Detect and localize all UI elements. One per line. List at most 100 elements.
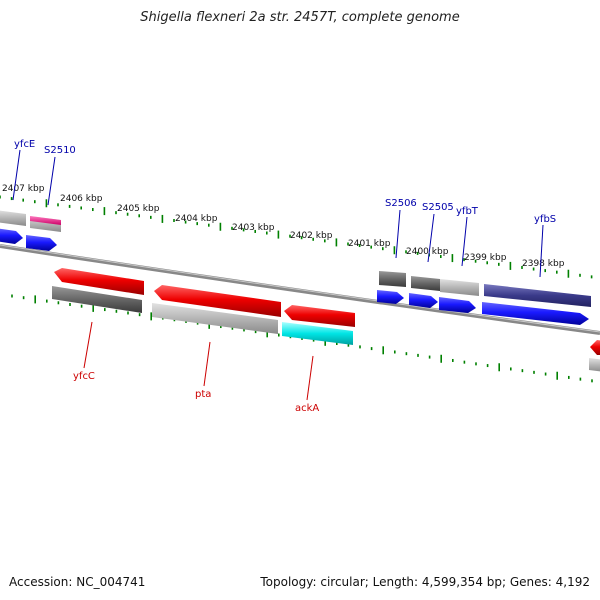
major-tick	[92, 303, 94, 312]
backbone	[0, 244, 600, 335]
accession-text: Accession: NC_004741	[9, 575, 146, 589]
major-tick	[393, 246, 396, 255]
minor-tick	[57, 203, 59, 207]
cds-arrow-reverse[interactable]	[590, 340, 600, 355]
minor-tick	[46, 299, 48, 303]
minor-tick	[231, 226, 233, 230]
minor-tick	[579, 377, 582, 381]
minor-tick	[463, 360, 466, 364]
minor-tick	[22, 296, 25, 300]
gene-ackA[interactable]	[282, 322, 353, 345]
cds-arrow[interactable]	[409, 293, 438, 308]
minor-tick	[115, 309, 118, 313]
minor-tick	[579, 273, 581, 277]
gene-label-yfcE: yfcE	[14, 139, 35, 150]
major-tick	[219, 222, 222, 231]
tick-label: 2403 kbp	[232, 223, 275, 233]
major-tick	[103, 207, 106, 216]
minor-tick	[266, 231, 268, 235]
major-tick	[324, 337, 326, 346]
tick-label: 2406 kbp	[60, 194, 103, 204]
gene-label-pta: pta	[195, 389, 211, 400]
upper-track-row2	[0, 228, 589, 325]
cds-arrow[interactable]	[377, 290, 404, 304]
minor-tick	[22, 198, 24, 202]
minor-tick	[0, 195, 1, 199]
gene-yfcE-segment[interactable]	[0, 210, 26, 226]
cds-arrow[interactable]	[439, 297, 476, 313]
minor-tick	[92, 208, 94, 212]
major-tick	[45, 199, 48, 208]
map-title: Shigella flexneri 2a str. 2457T, complet…	[140, 10, 460, 25]
minor-tick	[347, 242, 349, 246]
major-tick	[382, 346, 384, 355]
minor-tick	[405, 352, 408, 356]
major-tick	[440, 354, 442, 363]
cds-arrow[interactable]	[0, 228, 23, 244]
gene-S2506[interactable]	[379, 271, 406, 287]
gene-yfcC[interactable]	[52, 286, 142, 313]
major-tick	[277, 230, 280, 239]
minor-tick	[80, 304, 83, 308]
minor-tick	[568, 375, 570, 379]
minor-tick	[184, 220, 187, 224]
minor-tick	[532, 267, 535, 271]
cds-arrow-reverse[interactable]	[54, 268, 144, 295]
minor-tick	[278, 333, 280, 337]
gene-label-yfbT: yfbT	[456, 206, 479, 217]
cds-arrow[interactable]	[482, 302, 589, 325]
major-tick	[34, 295, 36, 304]
minor-tick	[80, 206, 82, 210]
major-tick	[150, 312, 152, 321]
minor-tick	[68, 204, 71, 208]
gene-S2510-pink[interactable]	[30, 216, 61, 225]
tick-label: 2400 kbp	[406, 247, 449, 257]
minor-tick	[452, 358, 454, 362]
major-tick	[451, 254, 454, 263]
cds-arrow-reverse[interactable]	[284, 305, 355, 327]
minor-tick	[289, 234, 291, 238]
minor-tick	[405, 250, 407, 254]
minor-tick	[533, 370, 535, 374]
gene-S2505-dark[interactable]	[411, 276, 440, 291]
gene-yfbT[interactable]	[440, 279, 479, 296]
minor-tick	[416, 251, 419, 255]
minor-tick	[475, 362, 477, 366]
gene-yfbS[interactable]	[484, 284, 591, 307]
minor-tick	[359, 345, 361, 349]
minor-tick	[220, 325, 222, 329]
minor-tick	[324, 239, 326, 243]
minor-tick	[231, 326, 234, 330]
gene-label-S2505: S2505	[422, 202, 454, 213]
minor-tick	[104, 308, 106, 312]
minor-tick	[591, 379, 593, 383]
tick-label: 2398 kbp	[522, 259, 565, 269]
major-tick	[567, 269, 570, 278]
minor-tick	[242, 228, 245, 232]
minor-tick	[69, 302, 71, 306]
gene-segment-edge[interactable]	[589, 358, 600, 372]
gene-label-yfcC: yfcC	[73, 371, 95, 382]
tick-label: 2402 kbp	[290, 231, 333, 241]
minor-tick	[243, 328, 245, 332]
cds-arrow[interactable]	[26, 235, 57, 251]
minor-tick	[498, 262, 500, 266]
minor-tick	[138, 313, 141, 317]
tick-label: 2407 kbp	[2, 184, 45, 194]
minor-tick	[544, 372, 547, 376]
tick-label: 2399 kbp	[464, 253, 507, 263]
cds-arrow-reverse[interactable]	[154, 285, 281, 317]
minor-tick	[254, 229, 256, 233]
minor-tick	[126, 212, 129, 216]
gene-pta[interactable]	[152, 303, 278, 334]
minor-tick	[300, 236, 303, 240]
lower-track-row1	[54, 268, 600, 355]
major-tick	[161, 214, 164, 223]
gene-label-yfbS: yfbS	[534, 214, 556, 225]
minor-tick	[486, 261, 488, 265]
major-tick	[509, 261, 512, 270]
minor-tick	[173, 218, 175, 222]
top-label-leaders	[12, 149, 544, 278]
major-tick	[556, 371, 558, 380]
